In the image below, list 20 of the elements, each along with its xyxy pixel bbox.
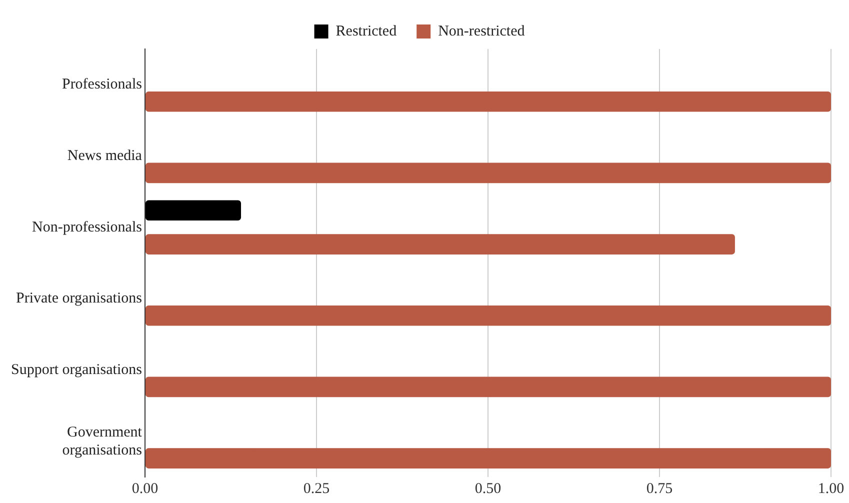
x-tick-label: 0.25 bbox=[303, 480, 330, 497]
bar bbox=[145, 234, 735, 254]
bar bbox=[145, 376, 831, 398]
x-tick-label: 0.00 bbox=[132, 480, 158, 497]
bar bbox=[145, 91, 831, 112]
legend-label: Non-restricted bbox=[438, 23, 526, 40]
bar bbox=[145, 162, 831, 184]
bar bbox=[145, 305, 831, 326]
legend-label: Restricted bbox=[336, 23, 398, 40]
x-tick-label: 0.75 bbox=[646, 480, 673, 497]
y-tick-label: Professionals bbox=[62, 76, 142, 93]
y-tick-label: Non-professionals bbox=[32, 219, 142, 236]
y-tick-label: News media bbox=[67, 148, 142, 164]
y-tick-label: Private organisations bbox=[16, 290, 142, 307]
y-tick-label: Support organisations bbox=[10, 362, 142, 378]
bar bbox=[145, 200, 242, 221]
x-tick-label: 0.50 bbox=[474, 480, 502, 497]
y-tick-label: Government organisations bbox=[62, 424, 143, 458]
x-tick-label: 1.00 bbox=[818, 480, 844, 497]
bar bbox=[145, 448, 831, 468]
